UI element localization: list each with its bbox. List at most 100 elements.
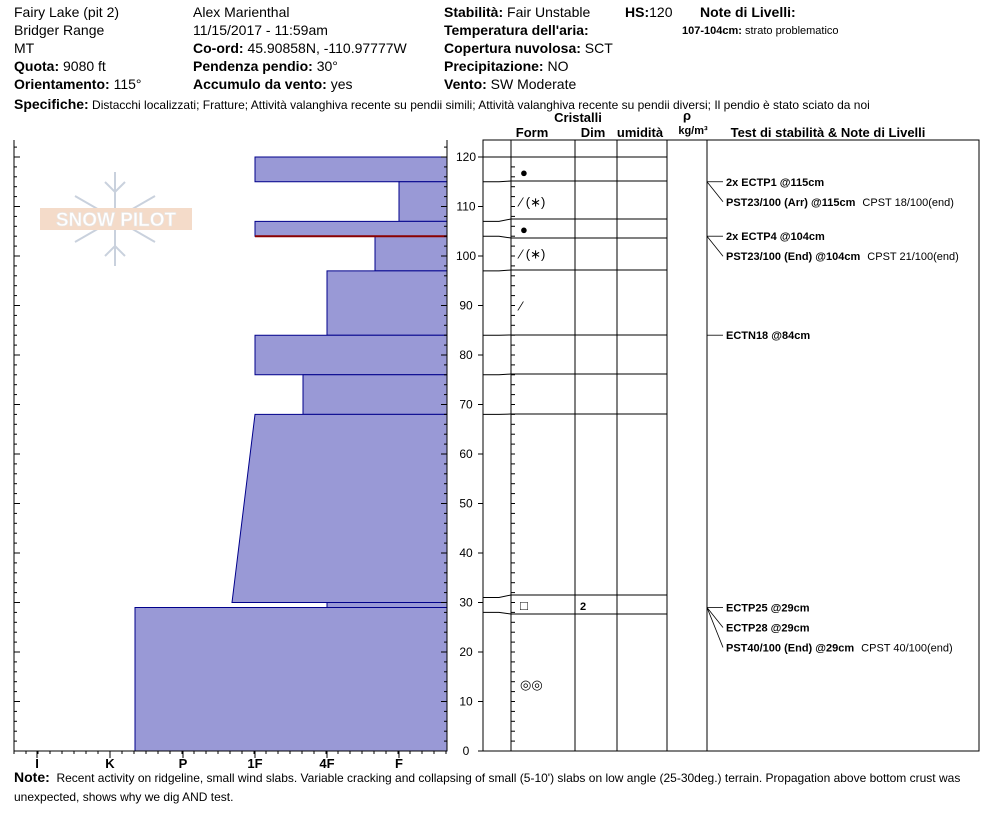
depth-label: 110: [456, 200, 475, 214]
hardness-layer: [254, 334, 448, 376]
crystals-header: Cristalli: [554, 110, 602, 125]
depth-label: 10: [459, 695, 473, 709]
depth-label: 80: [459, 348, 473, 362]
layer-notes-heading: Note di Livelli:: [700, 4, 796, 21]
crystal-forms: ● ⁄ (∗) ● ⁄ (∗) ⁄ □ 2 ◎◎: [517, 165, 586, 692]
elevation: Quota: 9080 ft: [14, 58, 106, 75]
wind-label: Vento:: [444, 76, 487, 92]
test-result: ECTP25 @29cm: [726, 602, 810, 614]
layer-panel: [482, 139, 980, 752]
hardness-label: 4F: [319, 756, 334, 771]
boundary-connector: [483, 218, 512, 222]
size-header: Dim: [581, 125, 606, 140]
wind-load-value: yes: [330, 76, 353, 92]
depth-label: 100: [456, 249, 476, 263]
hardness-label: 1F: [247, 756, 262, 771]
stability: Stabilità: Fair Unstable: [444, 4, 590, 21]
hs-label: HS:: [625, 4, 650, 20]
wind-load-label: Accumulo da vento:: [193, 76, 327, 92]
precip-label: Precipitazione:: [444, 58, 544, 74]
cloud-cover: Copertura nuvolosa: SCT: [444, 40, 613, 57]
test-result: PST23/100 (End) @104cm CPST 21/100(end): [726, 251, 959, 263]
depth-axis: 0 10 20 30 40 50 60 70 80 90 100 110 120: [446, 140, 484, 758]
depth-label: 0: [463, 744, 470, 758]
depth-label: 70: [459, 398, 473, 412]
cloud-label: Copertura nuvolosa:: [444, 40, 581, 56]
hs-value: 120: [649, 4, 673, 20]
layer-note-range: 107-104cm:: [682, 25, 742, 37]
boundary-connector: [483, 269, 512, 272]
stability-label: Stabilità:: [444, 4, 504, 20]
wind-value: SW Moderate: [490, 76, 577, 92]
note-text: Recent activity on ridgeline, small wind…: [14, 771, 961, 804]
form-header: Form: [516, 125, 549, 140]
crystal-form: □: [520, 598, 528, 613]
hardness-layer: [374, 235, 448, 272]
hardness-layer: [326, 270, 448, 336]
test-result: PST40/100 (End) @29cm CPST 40/100(end): [726, 642, 953, 654]
watermark-text: SNOW PILOT: [56, 210, 177, 231]
test-result: ECTP28 @29cm: [726, 622, 810, 634]
crystal-form: ●: [520, 222, 528, 237]
test-result: 2x ECTP4 @104cm: [726, 231, 825, 243]
air-temp-label: Temperatura dell'aria:: [444, 22, 589, 38]
pit-location: Fairy Lake (pit 2): [14, 4, 120, 20]
coord-label: Co-ord:: [193, 40, 244, 56]
hardness-layer: [398, 181, 448, 222]
hardness-layers: [134, 156, 448, 752]
column-headers: Cristalli Form Dim umidità ρ kg/m³ Test …: [516, 108, 926, 140]
snowflake-icon: [74, 172, 156, 266]
hardness-label: P: [179, 756, 188, 771]
note-label: Note:: [14, 769, 50, 785]
hardness-label: K: [105, 756, 115, 771]
stability-tests: 2x ECTP1 @115cm PST23/100 (Arr) @115cm CP…: [706, 177, 959, 654]
depth-label: 30: [459, 596, 473, 610]
layer-note: 107-104cm: strato problematico: [682, 23, 839, 40]
aspect-value: 115°: [113, 76, 142, 92]
crystal-form: ⁄: [517, 299, 524, 314]
crystal-form: ⁄ (∗): [517, 247, 545, 262]
boundary-connector: [483, 611, 512, 615]
hardness-layer: [254, 220, 448, 237]
tests-header: Test di stabilità & Note di Livelli: [731, 125, 926, 140]
hardness-layer: [254, 156, 448, 183]
crystal-form: ⁄ (∗): [517, 195, 545, 210]
wind: Vento: SW Moderate: [444, 76, 576, 93]
hardness-layer: [231, 413, 448, 603]
slope-value: 30°: [316, 58, 338, 74]
precip-value: NO: [547, 58, 569, 74]
observer: Alex Marienthal: [193, 4, 290, 20]
stability-value: Fair Unstable: [507, 4, 591, 20]
cloud-value: SCT: [584, 40, 613, 56]
specifics-label: Specifiche:: [14, 96, 89, 112]
depth-label: 60: [459, 447, 473, 461]
specifics-text: Distacchi localizzati; Fratture; Attivit…: [92, 98, 870, 112]
test-arrow: [706, 235, 724, 257]
crystal-form: ●: [520, 165, 528, 180]
elevation-label: Quota:: [14, 58, 60, 74]
aspect: Orientamento: 115°: [14, 76, 142, 93]
hs: HS:120: [625, 4, 672, 21]
depth-label: 50: [459, 497, 473, 511]
test-result: 2x ECTP1 @115cm: [726, 177, 824, 189]
note: Note: Recent activity on ridgeline, smal…: [14, 768, 980, 807]
hardness-label: I: [35, 756, 39, 771]
rho-header: ρ: [683, 108, 691, 123]
coord-value: 45.90858N, -110.97777W: [247, 40, 407, 56]
slope: Pendenza pendio: 30°: [193, 58, 338, 75]
slope-label: Pendenza pendio:: [193, 58, 313, 74]
boundary-connector: [483, 235, 512, 239]
wind-loading: Accumulo da vento: yes: [193, 76, 352, 93]
test-result: ECTN18 @84cm: [726, 330, 810, 342]
state: MT: [14, 40, 35, 56]
boundary-connector: [483, 594, 512, 599]
air-temp: Temperatura dell'aria:: [444, 22, 589, 39]
datetime: 11/15/2017 - 11:59am: [193, 22, 328, 38]
crystal-size: 2: [580, 601, 586, 613]
boundary-connector: [483, 373, 512, 376]
boundary-connector: [483, 180, 512, 183]
elevation-value: 9080 ft: [63, 58, 106, 74]
layer-note-text: strato problematico: [745, 25, 839, 37]
density-unit-header: kg/m³: [678, 125, 708, 137]
